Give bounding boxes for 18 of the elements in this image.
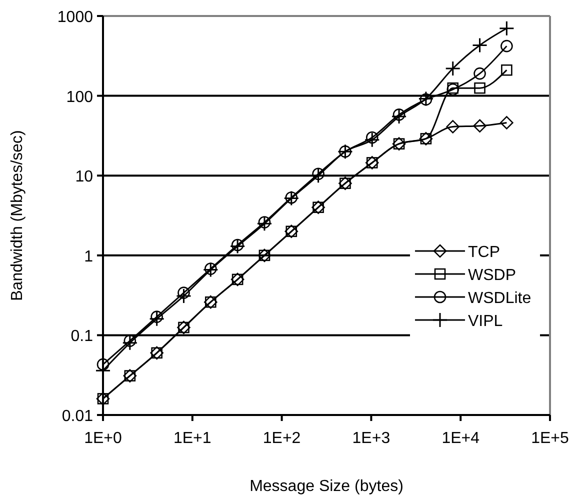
x-tick-label: 1E+0	[84, 430, 122, 447]
y-tick-label: 10	[75, 168, 94, 186]
legend-label: VIPL	[468, 313, 503, 330]
x-tick-label: 1E+1	[173, 430, 212, 447]
x-tick-label: 1E+2	[262, 430, 301, 447]
x-tick-label: 1E+5	[531, 430, 570, 447]
y-axis-title: Bandwidth (Mbytes/sec)	[9, 130, 26, 301]
legend-label: TCP	[468, 244, 500, 261]
x-axis-title: Message Size (bytes)	[250, 478, 404, 495]
x-tick-label: 1E+3	[352, 430, 390, 447]
legend-label: WSDLite	[468, 290, 532, 307]
y-tick-label: 0.01	[62, 408, 94, 425]
legend-label: WSDP	[468, 267, 516, 284]
y-tick-label: 100	[66, 88, 94, 106]
x-tick-label: 1E+4	[442, 430, 480, 447]
y-tick-label: 1	[84, 248, 94, 266]
y-tick-label: 1000	[57, 9, 94, 26]
y-tick-label: 0.1	[70, 328, 94, 346]
